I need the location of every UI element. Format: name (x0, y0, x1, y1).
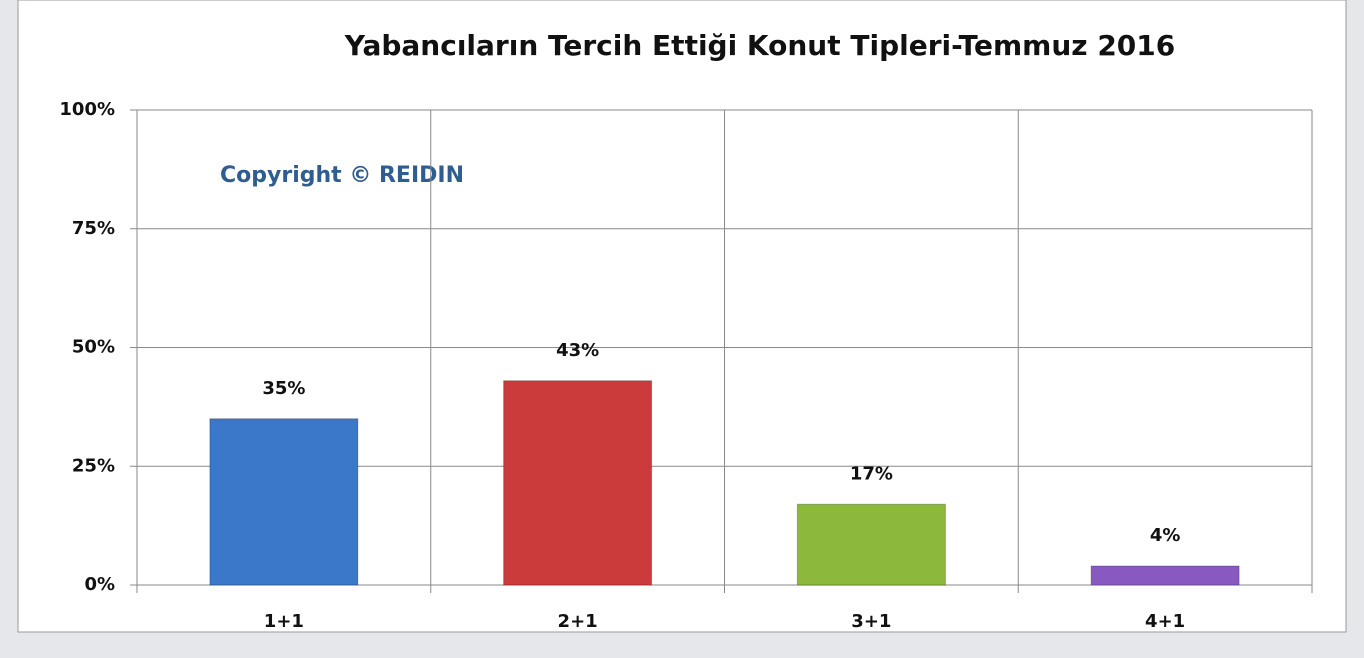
bar (1090, 565, 1240, 586)
annotation: Copyright © REIDIN (220, 163, 464, 188)
x-tick-label: 4+1 (1145, 611, 1185, 632)
x-tick-label: 1+1 (264, 611, 304, 632)
data-label: 17% (850, 463, 893, 484)
bar (796, 503, 946, 586)
bar (503, 380, 653, 586)
data-label: 43% (556, 340, 599, 361)
data-label: 35% (262, 378, 305, 399)
bar (209, 418, 359, 586)
y-tick-label: 50% (72, 337, 115, 358)
y-tick-label: 0% (84, 574, 115, 595)
x-tick-label: 2+1 (558, 611, 598, 632)
y-tick-label: 25% (72, 455, 115, 476)
data-label: 4% (1150, 525, 1181, 546)
chart-title: Yabancıların Tercih Ettiği Konut Tipleri… (344, 29, 1176, 62)
x-tick-label: 3+1 (851, 611, 891, 632)
y-tick-label: 75% (72, 218, 115, 239)
y-tick-label: 100% (59, 99, 115, 120)
